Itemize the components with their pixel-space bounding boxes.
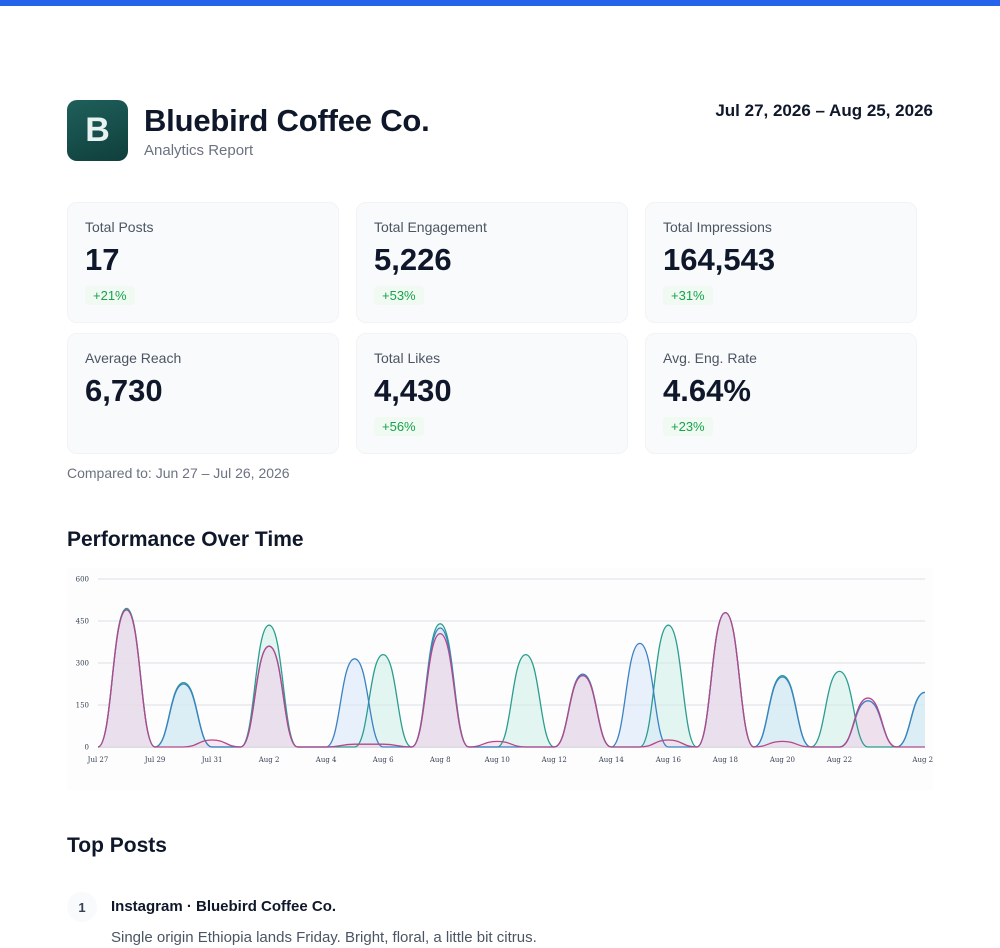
performance-chart: 0 150 300 450 600 Jul 27 Jul 29 Jul 31 Aug 2 Aug … <box>67 568 933 790</box>
top-post-item[interactable]: 1 Instagram · Bluebird Coffee Co. Single… <box>67 892 933 948</box>
metric-card-average-reach: Average Reach 6,730 <box>67 333 339 454</box>
y-tick-label: 600 <box>76 576 89 584</box>
metric-label: Avg. Eng. Rate <box>663 350 757 366</box>
x-tick-label: Aug 2 <box>258 756 280 764</box>
series-3-line <box>97 609 925 748</box>
x-tick-label: Aug 22 <box>826 756 852 764</box>
series-2-line <box>97 609 926 748</box>
x-tick-label: Jul 29 <box>144 756 166 764</box>
x-tick-label: Jul 31 <box>201 756 223 764</box>
post-text: Single origin Ethiopia lands Friday. Bri… <box>111 929 537 946</box>
metric-value: 5,226 <box>374 242 452 277</box>
metric-label: Total Posts <box>85 219 154 235</box>
report-subtitle: Analytics Report <box>144 142 254 159</box>
top-posts-title: Top Posts <box>67 834 167 857</box>
report-header: B Bluebird Coffee Co. Analytics Report J… <box>67 100 933 162</box>
brand-name: Bluebird Coffee Co. <box>144 103 430 138</box>
x-tick-label: Aug 12 <box>541 756 567 764</box>
metric-delta: +21% <box>85 286 135 305</box>
metric-value: 6,730 <box>85 373 163 408</box>
metric-delta: +53% <box>374 286 424 305</box>
y-tick-label: 300 <box>76 660 89 668</box>
metric-value: 4.64% <box>663 373 751 408</box>
date-range: Jul 27, 2026 – Aug 25, 2026 <box>715 101 933 120</box>
x-tick-label: Aug 14 <box>598 756 625 764</box>
metric-label: Total Likes <box>374 350 441 366</box>
metric-card-total-engagement: Total Engagement 5,226 +53% <box>356 202 628 323</box>
metric-label: Average Reach <box>85 350 182 366</box>
performance-chart-svg: 0 150 300 450 600 Jul 27 Jul 29 Jul 31 Aug 2 Aug … <box>67 568 933 790</box>
y-tick-label: 450 <box>76 618 89 626</box>
metric-card-total-posts: Total Posts 17 +21% <box>67 202 339 323</box>
comparison-period: Compared to: Jun 27 – Jul 26, 2026 <box>67 465 290 481</box>
metric-value: 164,543 <box>663 242 776 277</box>
x-tick-label: Aug 25 <box>911 756 933 764</box>
metric-label: Total Engagement <box>374 219 487 235</box>
post-title: Instagram · Bluebird Coffee Co. <box>111 898 337 915</box>
metric-delta: +56% <box>374 417 424 436</box>
performance-title: Performance Over Time <box>67 528 304 551</box>
metric-card-avg-eng-rate: Avg. Eng. Rate 4.64% +23% <box>645 333 917 454</box>
x-tick-label: Aug 18 <box>712 756 738 764</box>
metric-card-total-likes: Total Likes 4,430 +56% <box>356 333 628 454</box>
x-tick-label: Aug 4 <box>315 756 337 764</box>
metric-value: 4,430 <box>374 373 452 408</box>
x-tick-label: Aug 20 <box>769 756 795 764</box>
metric-card-total-impressions: Total Impressions 164,543 +31% <box>645 202 917 323</box>
x-tick-label: Aug 16 <box>655 756 682 764</box>
brand-logo: B <box>67 100 128 161</box>
y-tick-label: 0 <box>85 744 89 752</box>
x-tick-label: Aug 10 <box>484 756 510 764</box>
accent-bar <box>0 0 1000 6</box>
chart-background <box>67 568 933 790</box>
metric-delta: +31% <box>663 286 713 305</box>
metric-value: 17 <box>85 242 120 277</box>
x-tick-label: Aug 8 <box>429 756 451 764</box>
y-tick-label: 150 <box>76 702 89 710</box>
post-rank: 1 <box>67 892 97 922</box>
x-tick-label: Aug 6 <box>372 756 394 764</box>
metric-delta: +23% <box>663 417 713 436</box>
x-tick-label: Jul 27 <box>87 756 109 764</box>
series-3-area <box>98 609 925 747</box>
metric-label: Total Impressions <box>663 219 772 235</box>
